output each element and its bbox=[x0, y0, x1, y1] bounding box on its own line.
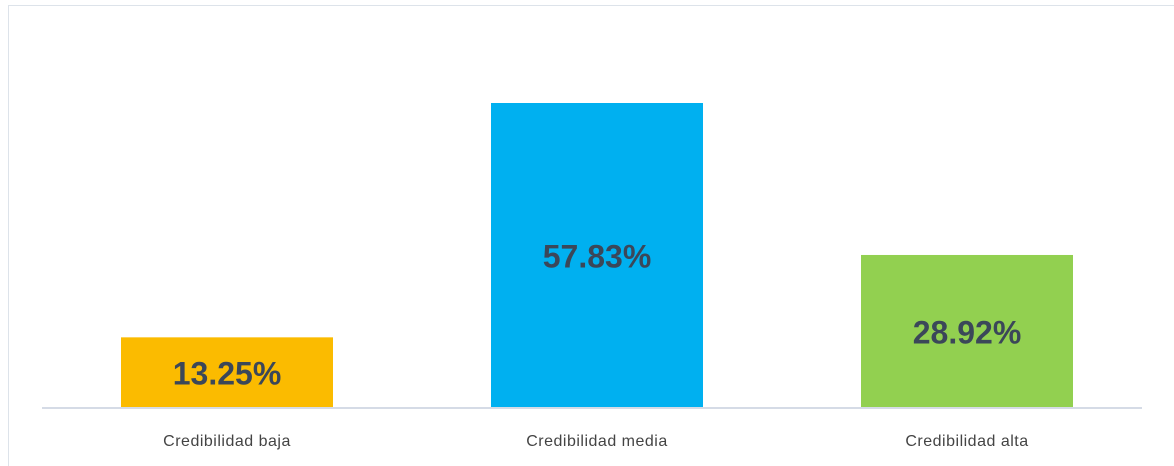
x-tick-label: Credibilidad media bbox=[526, 433, 668, 450]
value-label: 13.25% bbox=[173, 356, 282, 392]
value-label: 28.92% bbox=[913, 314, 1022, 350]
value-label: 57.83% bbox=[543, 238, 652, 274]
bar bbox=[861, 254, 1073, 407]
x-tick-label: Credibilidad alta bbox=[905, 433, 1028, 450]
x-tick-label: Credibilidad baja bbox=[163, 433, 291, 450]
bar bbox=[491, 103, 703, 407]
bar bbox=[121, 337, 333, 407]
